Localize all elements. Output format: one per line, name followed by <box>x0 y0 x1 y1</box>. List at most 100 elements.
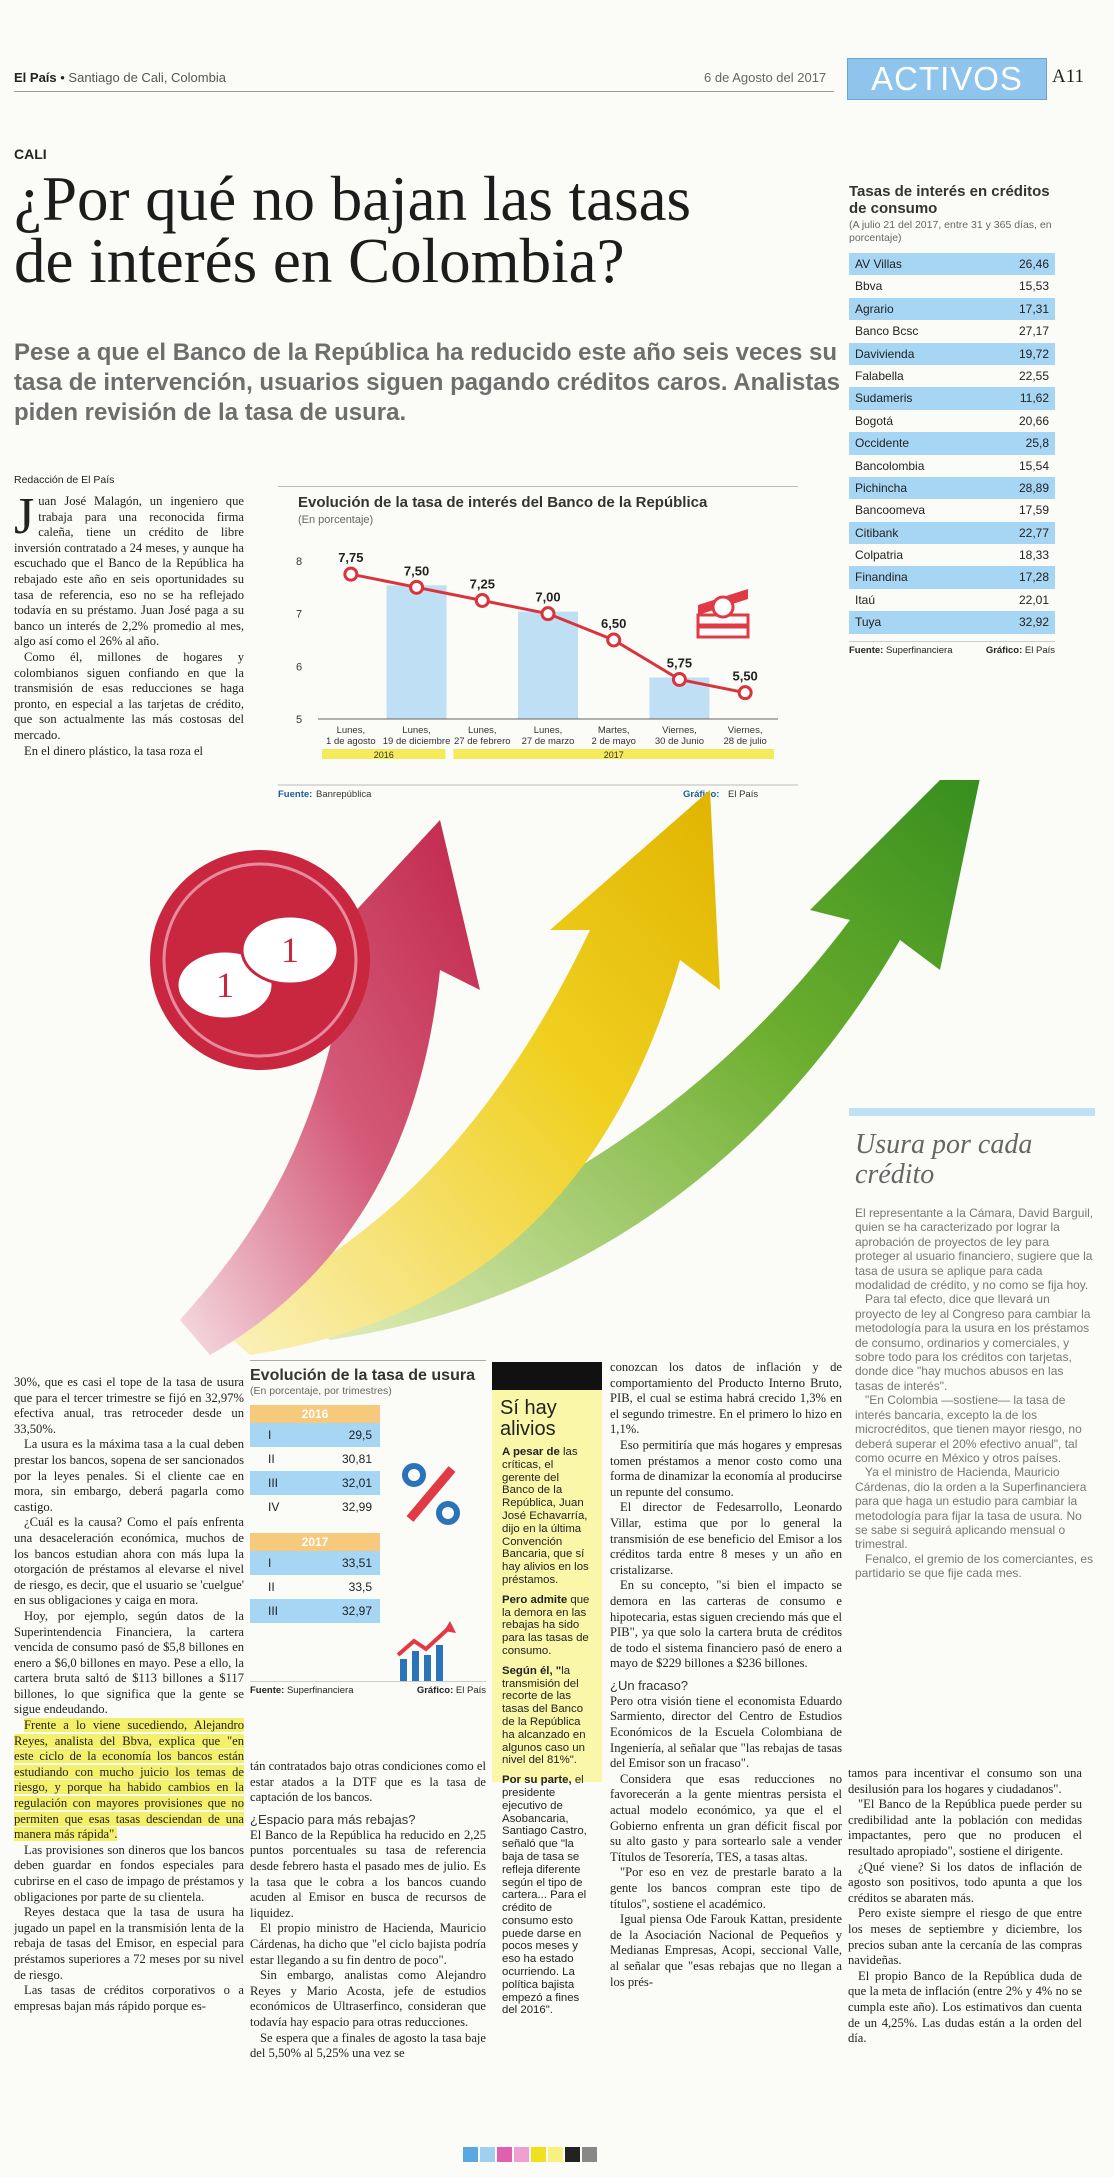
swatch-light-yellow <box>548 2147 563 2162</box>
quarter: II <box>268 1580 275 1594</box>
side-box-title: Usura por cada crédito <box>855 1129 1033 1190</box>
rate-row: Itaú 22,01 <box>849 589 1055 611</box>
year-band <box>453 749 774 759</box>
usury-graphic-label: Gráfico: <box>416 1685 454 1696</box>
data-label: 5,50 <box>732 669 757 684</box>
sidebar-item: Por su parte, el presidente ejecutivo de… <box>492 1774 602 2024</box>
year-band <box>322 749 446 759</box>
y-tick: 7 <box>296 609 302 621</box>
data-label: 7,75 <box>338 550 363 565</box>
bullet-text: que la demora en las rebajas ha sido par… <box>502 1593 590 1657</box>
bullet-lead: A pesar de <box>502 1446 560 1458</box>
paragraph: "Por eso en vez de prestarle barato a la… <box>610 1865 842 1911</box>
sidebar-item: Según él, "la transmisión del recorte de… <box>492 1665 602 1774</box>
data-label: 7,25 <box>470 577 495 592</box>
usury-row: II 33,5 <box>250 1575 380 1599</box>
paragraph: conozcan los datos de inflación y de com… <box>610 1360 842 1437</box>
usury-row: I 29,5 <box>250 1423 380 1447</box>
usury-graphic: El País <box>455 1685 486 1696</box>
usury-row: III 32,01 <box>250 1471 380 1495</box>
usury-table: Evolución de la tasa de usura (En porcen… <box>250 1360 486 1750</box>
bank-rate: 19,72 <box>1018 346 1049 361</box>
growth-chart-icon <box>396 1621 456 1681</box>
usury-footer: Fuente: Superfinanciera Gráfico: El País <box>250 1681 486 1696</box>
byline: Redacción de El País <box>14 474 115 486</box>
rates-rows: AV Villas 26,46 Bbva 15,53 Agrario 17,31 Banco… <box>849 253 1055 634</box>
x-tick-label: Lunes, 1 de agosto <box>326 725 376 747</box>
arrows-illustration: 1 1 <box>150 730 1010 1360</box>
rate-row: Davivienda 19,72 <box>849 342 1055 365</box>
year-label: 2017 <box>604 750 624 760</box>
paragraph: En el dinero plástico, la tasa roza el <box>24 743 204 758</box>
swatch-cyan <box>463 2147 478 2162</box>
rate-row: Bancoomeva 17,59 <box>849 499 1055 521</box>
usury-rate: 32,97 <box>341 1604 372 1618</box>
data-point <box>671 672 687 687</box>
x-tick-label: Lunes, 19 de diciembre <box>383 725 451 747</box>
chart-graphic-label: Gráfico: <box>683 789 719 800</box>
rate-row: Citibank 22,77 <box>849 521 1055 545</box>
paragraph: "El Banco de la República puede perder s… <box>848 1797 1082 1858</box>
value-column <box>386 585 447 719</box>
bank-name: Tuya <box>855 615 882 630</box>
bank-rate: 11,62 <box>1019 391 1049 406</box>
rates-graphic: El País <box>1024 644 1055 656</box>
swatch-light-cyan <box>480 2147 495 2162</box>
paragraph: tán contratados bajo otras condiciones c… <box>250 1759 486 1805</box>
rate-row: Bancolombia 15,54 <box>849 455 1055 477</box>
percent-icon <box>402 1463 460 1525</box>
paragraph: Fenalco, el gremio de los comerciantes, … <box>855 1551 1094 1581</box>
paragraph: Igual piensa Ode Farouk Kattan, presiden… <box>610 1912 842 1989</box>
rates-source-label: Fuente: <box>849 644 884 656</box>
chart-source-label: Fuente: <box>278 789 312 800</box>
data-label: 7,00 <box>535 590 560 605</box>
usury-rows: 2016 I 29,5 II 30,81 III 32,01 IV 32,99 2017 I 33,5… <box>250 1405 486 1623</box>
usury-subtitle: (En porcentaje, por trimestres) <box>250 1385 392 1397</box>
column-3: conozcan los datos de inflación y de com… <box>610 1360 842 1990</box>
chart-subtitle: (En porcentaje) <box>298 514 373 526</box>
rate-row: Colpatria 18,33 <box>849 544 1055 566</box>
data-point <box>409 579 425 595</box>
rate-evolution-svg: Evolución de la tasa de interés del Banc… <box>278 494 798 800</box>
page-header: El País • Santiago de Cali, Colombia 6 d… <box>14 70 834 92</box>
sidebar-top-bar <box>492 1362 602 1390</box>
x-tick-label: Viernes, 28 de julio <box>723 725 766 747</box>
data-point <box>343 566 359 582</box>
quarter: III <box>268 1604 279 1618</box>
chart-title: Evolución de la tasa de interés del Banc… <box>298 494 708 511</box>
bank-name: Finandina <box>855 570 908 585</box>
usury-rate: 29,5 <box>348 1428 372 1442</box>
rates-graphic-label: Gráfico: <box>985 644 1023 656</box>
usury-row: II 30,81 <box>250 1447 380 1471</box>
bank-rate: 25,8 <box>1025 436 1049 451</box>
rate-row: Falabella 22,55 <box>849 365 1055 387</box>
rates-title: Tasas de interés en créditos de consumo <box>849 183 1050 217</box>
bank-rate: 22,01 <box>1018 592 1049 607</box>
red-arrow <box>180 820 480 1355</box>
bank-rate: 28,89 <box>1018 480 1049 495</box>
usury-source: Superfinanciera <box>286 1685 354 1696</box>
date: 6 de Agosto del 2017 <box>704 70 827 85</box>
bank-name: Itaú <box>855 592 876 607</box>
rate-row: AV Villas 26,46 <box>849 253 1055 276</box>
bank-name: Bogotá <box>855 413 894 428</box>
headline-line-2: de interés en Colombia? <box>14 226 625 296</box>
chart-source: Banrepública <box>316 789 372 800</box>
x-tick-label: Viernes, 30 de Junio <box>655 725 704 747</box>
bank-name: Davivienda <box>855 346 915 361</box>
separator: • <box>56 70 69 85</box>
paragraph-text: uan José Malagón, un ingeniero que traba… <box>14 494 244 649</box>
data-label: 7,50 <box>404 563 429 578</box>
rate-row: Finandina 17,28 <box>849 566 1055 589</box>
column-4: tamos para incentivar el consumo son una… <box>848 1766 1082 2047</box>
paragraph: Reyes destaca que la tasa de usura ha ju… <box>14 1905 244 1982</box>
rate-row: Agrario 17,31 <box>849 297 1055 321</box>
bank-name: AV Villas <box>855 257 902 271</box>
column-1-bottom: 30%, que es casi el tope de la tasa de u… <box>14 1375 244 2014</box>
bank-rate: 18,33 <box>1018 548 1049 563</box>
paragraph: tamos para incentivar el consumo son una… <box>848 1766 1082 1796</box>
sidebar-title: Sí hay alivios <box>500 1397 557 1440</box>
rates-note: (A julio 21 del 2017, entre 31 y 365 día… <box>849 219 1052 244</box>
usury-rate: 33,51 <box>341 1556 372 1570</box>
